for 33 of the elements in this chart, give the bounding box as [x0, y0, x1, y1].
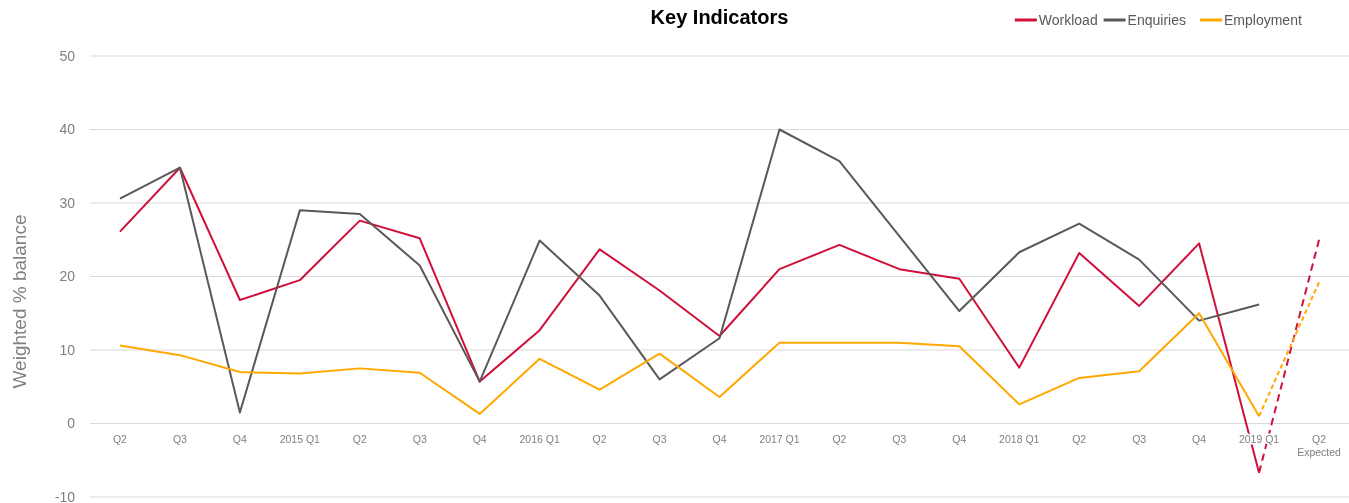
x-tick-label: Q2 Expected — [1297, 432, 1342, 458]
x-tick-label: Q3 — [412, 432, 427, 445]
x-tick-label: Q3 — [892, 432, 907, 445]
x-tick-label: 2017 Q1 — [759, 432, 800, 445]
y-tick-label: 20 — [59, 268, 76, 285]
x-tick-label: Q4 — [232, 432, 248, 445]
x-tick-label: Q4 — [472, 432, 487, 445]
x-tick-label: Q2 — [112, 432, 128, 445]
x-tick-label: Q4 — [712, 432, 727, 445]
x-tick-label: 2018 Q1 — [999, 432, 1040, 445]
y-axis-title: Weighted % balance — [9, 214, 30, 389]
legend-label: Enquiries — [1127, 11, 1186, 28]
y-tick-label: 50 — [59, 47, 76, 64]
x-tick-label: Q2 — [592, 432, 607, 445]
y-tick-label: -10 — [54, 488, 76, 503]
legend-label: Employment — [1224, 11, 1302, 28]
y-tick-label: 30 — [59, 194, 76, 211]
x-tick-label: Q4 — [952, 432, 967, 445]
y-tick-label: 10 — [59, 341, 76, 358]
chart-title: Key Indicators — [650, 6, 789, 28]
line-series — [118, 128, 1261, 414]
x-tick-label: Q2 — [1072, 432, 1087, 445]
x-tick-label: 2015 Q1 — [279, 432, 321, 445]
x-tick-label: Q2 — [352, 432, 367, 445]
y-tick-label: 40 — [59, 121, 76, 138]
x-tick-label: 2016 Q1 — [519, 432, 560, 445]
legend-label: Workload — [1038, 11, 1098, 28]
x-tick-label: Q3 — [1132, 432, 1147, 445]
x-tick-label: Q2 — [832, 432, 847, 445]
x-tick-label: Q3 — [172, 432, 188, 445]
x-tick-label: Q3 — [652, 432, 667, 445]
y-tick-label: 0 — [67, 415, 76, 432]
x-tick-label: Q4 — [1192, 432, 1207, 445]
